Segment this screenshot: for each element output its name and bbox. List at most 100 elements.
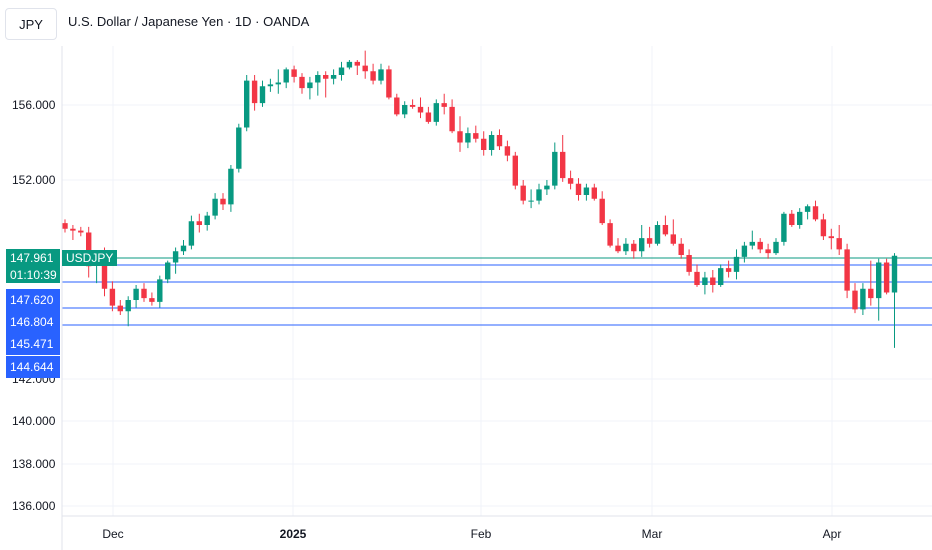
candle-body [654,225,661,244]
y-tick-label: 156.000 [12,98,56,112]
candle-body [157,279,163,302]
candle-body [583,187,590,195]
candle-body [488,135,495,150]
candle-body [228,168,234,205]
candle-body [670,234,676,244]
candle-body [883,262,890,293]
candle-body [236,127,242,169]
candle-body [457,131,463,143]
candle-body [599,198,605,224]
candle-body [646,238,653,244]
candle-body [323,75,329,79]
candle-body [686,255,692,272]
candle-body [662,225,669,235]
candle-body [433,103,439,122]
level-tag-3[interactable]: 145.471 [6,333,60,355]
candle-body [394,97,400,115]
candle-body [804,206,811,212]
candle-body [307,82,313,89]
candle-body [544,185,550,190]
candle-body [528,200,534,202]
candle-body [149,298,155,302]
candle-body [575,183,582,195]
candle-body [757,241,763,250]
candle-body [789,213,795,225]
candle-body [117,305,123,312]
candle-body [283,69,289,83]
candle-body [330,75,337,79]
candle-body [196,221,202,225]
candle-body [212,198,218,216]
candle-body [773,241,779,254]
candle-body [133,288,139,300]
chart-title: U.S. Dollar / Japanese Yen · 1D · OANDA [68,14,310,29]
candle-body [852,290,858,310]
candle-body [78,230,84,233]
symbol-search-button[interactable]: JPY [5,8,57,40]
candle-body [860,288,866,310]
candle-body [275,82,281,85]
candle-body [481,138,487,150]
x-axis-ticks: Dec 2025 Feb Mar Apr [102,527,841,541]
grid-lines [62,46,932,516]
x-tick-label: Dec [102,527,123,541]
candle-body [409,105,416,107]
candle-body [101,255,108,289]
candle-body [702,277,708,285]
x-tick-label: Mar [642,527,663,541]
candle-body [86,232,92,267]
candle-body [781,213,787,242]
candle-body [354,61,360,66]
candle-body [259,86,266,104]
candle-body [623,243,629,252]
candle-body [615,245,621,252]
y-tick-label: 138.000 [12,457,56,471]
candle-body [725,268,732,272]
candle-body [125,300,131,312]
price-level-lines [62,257,932,326]
candle-body [141,288,147,299]
candle-body [291,69,297,77]
candle-body [425,112,432,122]
candle-body [844,249,850,291]
candle-body [749,241,755,246]
candle-body [362,65,368,72]
candle-body [386,69,392,98]
x-tick-label: 2025 [280,527,307,541]
candle-body [465,133,471,143]
candle-body [204,215,210,225]
candle-body [70,228,76,231]
level-tag-1[interactable]: 147.620 [6,289,60,311]
candle-body [733,256,740,272]
candle-body [220,198,226,205]
candle-body [370,71,376,81]
candle-body [820,219,827,237]
candle-body [678,243,684,255]
level-tag-4[interactable]: 144.644 [6,356,60,378]
candle-body [378,69,384,81]
candle-body [710,277,716,285]
candle-body [251,80,258,104]
symbol-text: JPY [19,16,43,32]
level-tag-2[interactable]: 146.804 [6,311,60,333]
candle-body [560,151,566,179]
y-tick-label: 152.000 [12,173,56,187]
candle-body [797,211,803,225]
candle-body [567,178,574,184]
candle-body [512,155,518,186]
candle-body [109,288,116,306]
candle-body [891,255,898,293]
candle-body [552,151,558,186]
candle-body [244,80,250,128]
candle-body [868,288,874,299]
candle-body [536,189,542,201]
candle-body [876,262,882,299]
x-tick-label: Feb [471,527,492,541]
candle-body [346,61,353,68]
candle-body [402,105,408,115]
candle-body [338,67,345,75]
candle-body [694,271,700,285]
symbol-label-tag: USDJPY [62,250,118,266]
x-tick-label: Apr [823,527,842,541]
